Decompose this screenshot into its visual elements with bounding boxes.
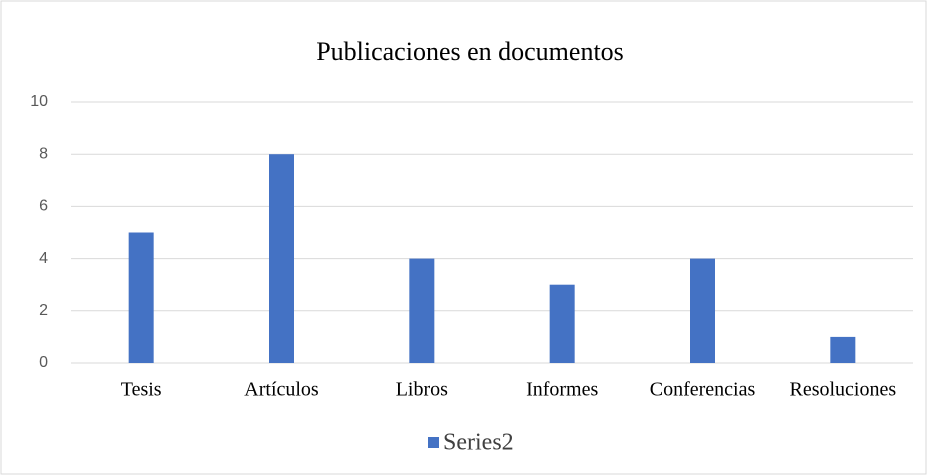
y-tick-label: 6 xyxy=(39,198,48,215)
y-tick-label: 0 xyxy=(39,354,48,371)
bar xyxy=(830,336,856,363)
x-tick-label: Conferencias xyxy=(650,379,756,401)
x-tick-label: Resoluciones xyxy=(790,379,897,401)
bar xyxy=(549,284,575,363)
bar xyxy=(269,154,294,363)
y-tick-label: 8 xyxy=(39,145,48,162)
y-tick-label: 4 xyxy=(39,250,48,267)
bar xyxy=(128,232,154,363)
y-tick-label: 2 xyxy=(39,302,48,319)
legend-swatch xyxy=(428,437,439,448)
x-tick-label: Artículos xyxy=(244,379,319,401)
x-tick-label: Informes xyxy=(526,379,598,401)
bar xyxy=(690,258,715,363)
x-tick-label: Libros xyxy=(396,379,448,401)
legend-label: Series2 xyxy=(443,430,514,456)
y-tick-label: 10 xyxy=(30,93,48,110)
chart-title: Publicaciones en documentos xyxy=(316,37,624,66)
bar xyxy=(409,258,435,363)
x-tick-label: Tesis xyxy=(121,379,162,401)
